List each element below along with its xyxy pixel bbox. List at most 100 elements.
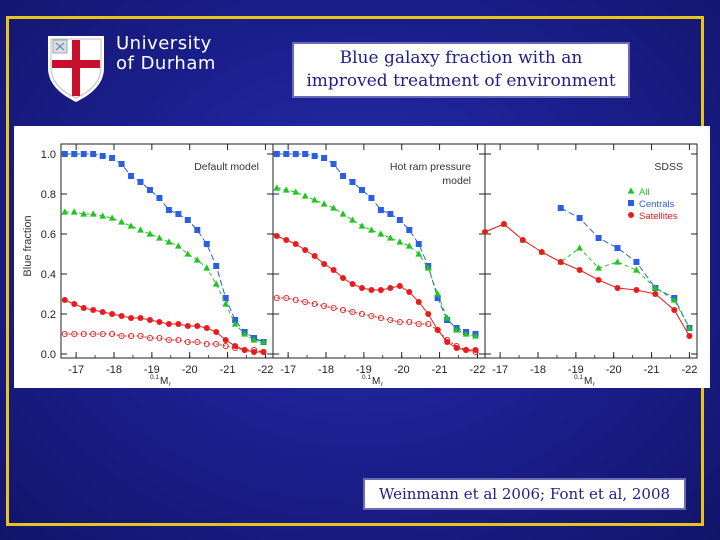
data-point	[321, 261, 328, 267]
data-point	[330, 267, 337, 273]
chart-panel-2: -17 -18 -19 -20 -21 -22 Hot ram pressure model 0…	[272, 143, 486, 388]
shield-icon	[48, 36, 104, 102]
data-point	[213, 263, 220, 269]
x-tick-label: -18	[106, 364, 122, 376]
data-point	[595, 264, 602, 271]
data-point	[213, 329, 220, 335]
data-point	[434, 326, 441, 334]
data-point	[330, 304, 337, 312]
data-point	[146, 187, 153, 193]
series-line	[484, 223, 690, 329]
y-axis-label: Blue fraction	[22, 215, 34, 276]
x-tick-label: -21	[644, 364, 660, 376]
x-tick-label: -18	[318, 364, 334, 376]
data-point	[462, 330, 470, 337]
data-point	[251, 346, 258, 354]
data-point	[301, 192, 309, 199]
series-satellites	[482, 221, 693, 339]
data-point	[358, 187, 365, 193]
data-point	[61, 151, 68, 157]
data-point	[71, 301, 78, 307]
data-point	[203, 241, 210, 247]
data-point	[633, 259, 640, 265]
panel-frame	[484, 143, 698, 359]
data-point	[273, 294, 280, 302]
data-point	[472, 332, 479, 339]
data-point	[127, 222, 135, 229]
data-point	[165, 321, 172, 327]
x-tick-label: -19	[144, 364, 160, 376]
data-point	[686, 324, 693, 331]
data-point	[260, 349, 267, 355]
data-point	[99, 309, 106, 315]
data-point	[175, 211, 182, 217]
data-point	[311, 300, 318, 308]
data-point	[444, 336, 451, 344]
data-point	[321, 302, 328, 310]
x-axis-label: M	[372, 376, 380, 387]
data-point	[80, 210, 88, 217]
data-point	[283, 294, 290, 302]
data-point	[358, 285, 365, 291]
data-point	[396, 238, 404, 245]
data-point	[70, 208, 78, 215]
series-line	[276, 297, 476, 353]
data-point	[368, 195, 375, 201]
data-point	[576, 267, 583, 273]
series-line	[64, 299, 264, 353]
data-point	[241, 330, 249, 337]
x-tick-label: -22	[681, 364, 697, 376]
data-point	[614, 245, 621, 251]
data-point	[194, 227, 201, 233]
data-point	[633, 287, 640, 293]
data-point	[320, 200, 328, 207]
data-point	[500, 221, 507, 227]
series-line	[276, 235, 476, 351]
title-box: Blue galaxy fraction with an improved tr…	[292, 42, 630, 98]
legend-label: Satellites	[639, 211, 678, 222]
data-point	[576, 244, 584, 251]
series-all	[273, 184, 479, 339]
x-tick-label: -20	[394, 364, 410, 376]
data-point	[472, 348, 479, 356]
data-point	[137, 179, 144, 185]
data-point	[292, 241, 299, 247]
data-point	[387, 285, 394, 291]
data-point	[61, 330, 68, 338]
data-point	[463, 346, 470, 354]
data-point	[396, 283, 403, 289]
data-point	[282, 186, 290, 193]
slide-title: Blue galaxy fraction with an improved tr…	[306, 48, 616, 91]
data-point	[222, 295, 229, 301]
data-point	[670, 296, 678, 303]
data-point	[311, 253, 318, 259]
data-point	[358, 222, 366, 229]
data-point	[222, 337, 229, 343]
data-point	[387, 316, 394, 324]
y-tick-label: 0.8	[41, 189, 56, 201]
data-point	[651, 284, 659, 291]
data-point	[415, 250, 423, 257]
data-point	[633, 266, 640, 273]
data-point	[358, 310, 366, 318]
data-point	[424, 264, 432, 271]
chart-panel-3: -17 -18 -19 -20 -21 -22 SDSS AllCentralsSatelli…	[481, 143, 698, 388]
data-point	[109, 155, 116, 161]
legend-marker	[628, 200, 634, 206]
data-point	[99, 153, 106, 159]
data-point	[302, 247, 309, 253]
data-point	[377, 207, 384, 213]
data-point	[80, 330, 87, 338]
data-point	[396, 318, 403, 326]
university-name-line2: of Durham	[116, 53, 216, 74]
data-point	[686, 333, 693, 339]
data-point	[538, 249, 545, 255]
data-point	[118, 313, 125, 319]
x-axis-label-super: 0.1	[150, 374, 159, 381]
data-point	[292, 188, 300, 195]
data-point	[595, 235, 602, 241]
data-point	[368, 287, 375, 293]
data-point	[368, 226, 375, 233]
data-point	[406, 289, 413, 295]
data-point	[292, 151, 299, 157]
